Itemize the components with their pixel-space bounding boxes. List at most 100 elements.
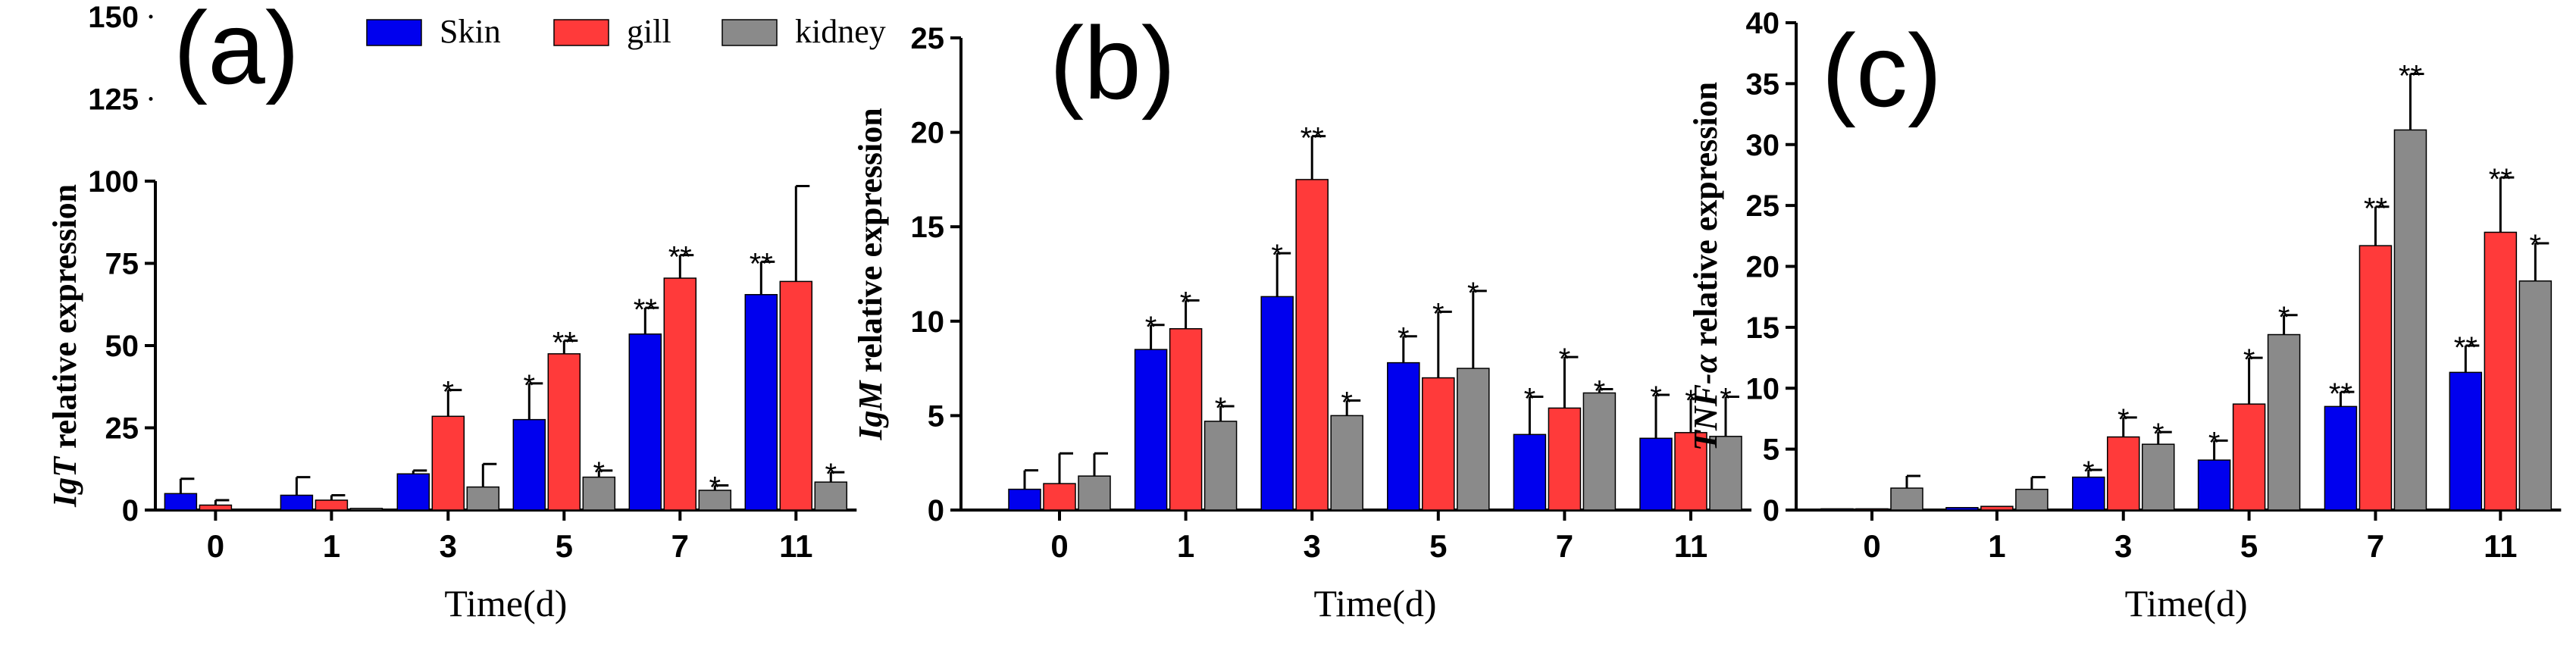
bar-kidney bbox=[582, 476, 616, 511]
panel-label: (c) bbox=[1822, 13, 1942, 128]
bar-skin bbox=[1820, 508, 1854, 511]
bar-skin bbox=[2197, 459, 2231, 511]
bar-skin bbox=[1008, 488, 1041, 511]
bar-kidney bbox=[1890, 487, 1923, 511]
bar-skin bbox=[512, 418, 546, 511]
significance-stars: ** bbox=[2454, 331, 2477, 365]
significance-stars: * bbox=[1271, 239, 1283, 272]
y-tick-label: 15 bbox=[911, 211, 945, 244]
bar-kidney bbox=[2141, 443, 2175, 511]
bar-skin bbox=[628, 333, 662, 511]
bar-skin bbox=[1134, 349, 1168, 511]
panel-label: (a) bbox=[174, 0, 299, 105]
significance-stars: * bbox=[709, 471, 721, 504]
y-axis-label-gene: TNF-α bbox=[1687, 354, 1724, 451]
bar-kidney bbox=[2267, 333, 2301, 511]
panel-label: (b) bbox=[1050, 5, 1175, 120]
bar-skin bbox=[164, 493, 198, 511]
significance-stars: * bbox=[1650, 380, 1662, 414]
x-tick-label: 11 bbox=[779, 528, 812, 564]
y-axis-label: IgM relative expression bbox=[852, 108, 889, 440]
bar-kidney bbox=[349, 508, 383, 511]
significance-stars: * bbox=[1467, 277, 1479, 310]
significance-stars: * bbox=[2083, 455, 2095, 489]
bar-skin bbox=[1387, 361, 1420, 511]
y-axis-label-gene: IgM bbox=[852, 380, 889, 441]
y-tick-label: 5 bbox=[1763, 433, 1779, 467]
y-tick-label: 75 bbox=[105, 248, 139, 281]
significance-stars: * bbox=[1341, 386, 1353, 419]
y-tick-label: 35 bbox=[1746, 67, 1780, 101]
y-tick-dot bbox=[149, 97, 153, 101]
y-tick-label: 0 bbox=[1763, 494, 1779, 527]
significance-stars: * bbox=[593, 456, 606, 490]
bar-gill bbox=[1674, 432, 1707, 511]
y-axis-label-gene: IgT bbox=[46, 455, 83, 508]
y-tick-label: 20 bbox=[1746, 251, 1780, 284]
x-tick-label: 11 bbox=[2484, 528, 2517, 564]
bar-kidney bbox=[1203, 421, 1238, 511]
bar-kidney bbox=[1709, 436, 1742, 511]
y-tick-label: 25 bbox=[1746, 189, 1780, 223]
x-axis-label: Time(d) bbox=[444, 582, 567, 624]
y-tick-dot bbox=[149, 14, 153, 19]
bar-gill bbox=[663, 277, 697, 511]
y-tick-label: 150 bbox=[88, 1, 139, 34]
bar-skin bbox=[1639, 437, 1673, 511]
x-tick-label: 7 bbox=[671, 528, 689, 564]
bar-skin bbox=[1260, 296, 1294, 511]
x-tick-label: 0 bbox=[1863, 528, 1880, 564]
significance-stars: * bbox=[1398, 322, 1410, 355]
legend-swatch-skin bbox=[366, 19, 422, 46]
bar-gill bbox=[1169, 328, 1203, 511]
bar-gill bbox=[1422, 377, 1455, 511]
y-tick-label: 5 bbox=[928, 399, 944, 433]
legend-label-skin: Skin bbox=[440, 13, 501, 50]
significance-stars: ** bbox=[634, 293, 657, 327]
x-tick-label: 3 bbox=[2114, 528, 2132, 564]
y-tick-label: 15 bbox=[1746, 311, 1780, 345]
bar-skin bbox=[280, 494, 314, 511]
significance-stars: ** bbox=[1301, 122, 1324, 155]
x-tick-label: 1 bbox=[323, 528, 340, 564]
significance-stars: ** bbox=[2489, 163, 2512, 196]
significance-stars: * bbox=[2152, 418, 2164, 451]
x-tick-label: 0 bbox=[1050, 528, 1068, 564]
significance-stars: * bbox=[1432, 297, 1445, 330]
bar-kidney bbox=[698, 490, 732, 511]
significance-stars: ** bbox=[2399, 60, 2422, 93]
bar-kidney bbox=[2393, 129, 2427, 511]
bar-gill bbox=[199, 504, 233, 511]
x-axis-label: Time(d) bbox=[1313, 582, 1436, 624]
bar-gill bbox=[1855, 508, 1889, 511]
y-tick-label: 100 bbox=[88, 165, 139, 199]
y-axis-label-text: relative expression bbox=[852, 108, 889, 380]
legend-label-kidney: kidney bbox=[795, 13, 886, 50]
y-tick-label: 40 bbox=[1746, 7, 1780, 40]
bar-gill bbox=[315, 499, 349, 511]
y-axis-label: IgT relative expression bbox=[46, 184, 83, 508]
x-tick-label: 11 bbox=[1674, 528, 1707, 564]
significance-stars: ** bbox=[750, 247, 773, 280]
significance-stars: * bbox=[1215, 392, 1227, 425]
bar-skin bbox=[1945, 507, 1979, 511]
bar-gill bbox=[2358, 245, 2393, 511]
y-tick-label: 10 bbox=[1746, 372, 1780, 405]
bar-gill bbox=[2232, 403, 2266, 511]
legend-swatch-gill bbox=[553, 19, 609, 46]
bar-kidney bbox=[1330, 415, 1363, 511]
bar-kidney bbox=[1457, 368, 1490, 511]
significance-stars: * bbox=[825, 458, 837, 491]
legend-swatch-kidney bbox=[721, 19, 778, 46]
bar-kidney bbox=[1582, 392, 1617, 511]
significance-stars: * bbox=[1180, 286, 1192, 319]
x-tick-label: 0 bbox=[207, 528, 224, 564]
x-tick-label: 7 bbox=[1556, 528, 1573, 564]
bar-skin bbox=[744, 293, 778, 511]
y-tick-label: 25 bbox=[911, 22, 945, 55]
bar-skin bbox=[1513, 433, 1547, 511]
x-tick-label: 1 bbox=[1177, 528, 1194, 564]
x-tick-label: 3 bbox=[1304, 528, 1321, 564]
